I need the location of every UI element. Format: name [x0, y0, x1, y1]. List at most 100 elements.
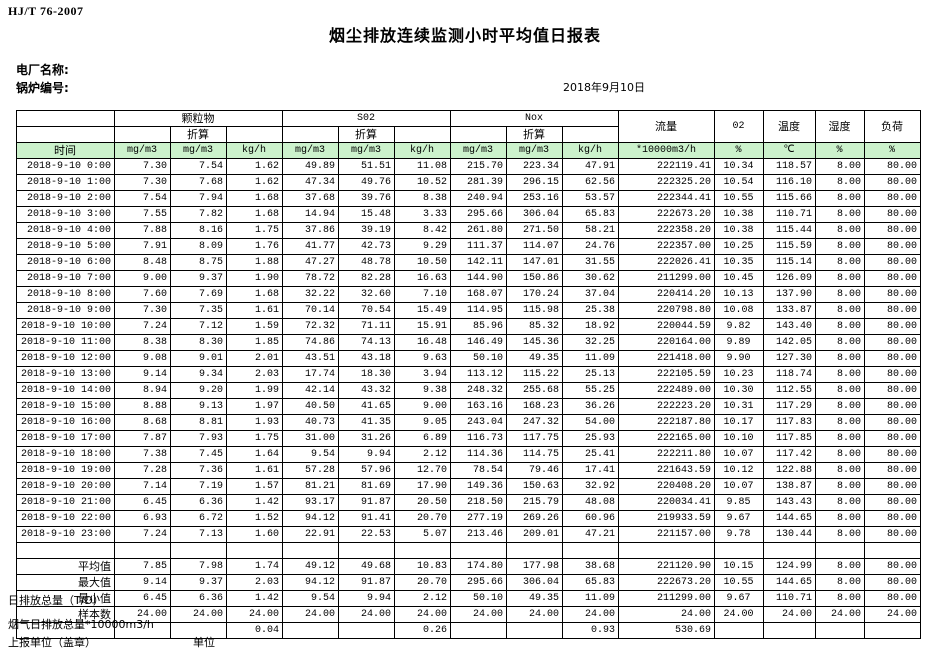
cell-value: 20.70	[393, 574, 452, 591]
column-header-unit: %	[864, 142, 922, 159]
summary-row: 最小值 6.45 6.36 1.42 9.54 9.94 2.12 50.10 49.35 11.…	[16, 590, 922, 607]
cell-value: 211299.00	[618, 590, 716, 607]
table-row: 2018-9-10 0:00 7.30 7.54 1.62 49.89 51.51 11.0…	[16, 158, 922, 175]
group-header-nox: Nox	[450, 110, 620, 127]
cell-value: 133.87	[763, 302, 817, 319]
cell-value: 60.96	[562, 510, 620, 527]
table-row: 2018-9-10 23:00 7.24 7.13 1.60 22.91 22.53 5.0…	[16, 526, 922, 543]
cell-value: 137.90	[763, 286, 817, 303]
cell-value: 150.86	[506, 270, 564, 287]
column-header-unit: kg/h	[226, 142, 283, 159]
cell-value: 7.91	[114, 238, 171, 255]
cell-value: 36.26	[562, 398, 620, 415]
cell-value: 115.44	[763, 222, 817, 239]
cell-value: 6.72	[170, 510, 227, 527]
table-row: 2018-9-10 11:00 8.38 8.30 1.85 74.86 74.13 16.…	[16, 334, 922, 351]
cell-value: 8.00	[815, 206, 866, 223]
table-row: 2018-9-10 19:00 7.28 7.36 1.61 57.28 57.96 12.…	[16, 462, 922, 479]
cell-value: 50.10	[450, 590, 508, 607]
cell-value: 71.11	[338, 318, 395, 335]
cell-value: 10.07	[714, 478, 765, 495]
cell-value: 222325.20	[618, 174, 716, 191]
cell-time: 2018-9-10 5:00	[16, 238, 115, 255]
cell-value: 70.54	[338, 302, 395, 319]
cell-value: 114.36	[450, 446, 508, 463]
cell-value: 143.43	[763, 494, 817, 511]
summary-label: 最大值	[16, 574, 115, 591]
boiler-number-label: 锅炉编号:	[16, 81, 69, 95]
blank-row	[16, 542, 922, 559]
cell-value: 8.00	[815, 462, 866, 479]
cell-time: 2018-9-10 11:00	[16, 334, 115, 351]
cell-value: 8.00	[815, 318, 866, 335]
cell-value: 243.04	[450, 414, 508, 431]
standard-code: HJ/T 76-2007	[8, 4, 84, 18]
cell-value: 9.85	[714, 494, 765, 511]
cell-value: 295.66	[450, 574, 508, 591]
cell-value: 1.60	[226, 526, 283, 543]
cell-value: 48.78	[338, 254, 395, 271]
cell-value: 9.14	[114, 574, 171, 591]
cell-value: 49.76	[338, 174, 395, 191]
cell-value: 10.55	[714, 190, 765, 207]
cell-value: 306.04	[506, 206, 564, 223]
cell-value: 0.93	[562, 622, 620, 639]
cell-value	[815, 622, 866, 639]
cell-value: 62.56	[562, 174, 620, 191]
cell-value: 80.00	[864, 286, 922, 303]
cell-value: 9.82	[714, 318, 765, 335]
cell-value: 168.23	[506, 398, 564, 415]
cell-value: 10.83	[393, 558, 452, 575]
cell-value: 8.16	[170, 222, 227, 239]
cell-value: 8.00	[815, 526, 866, 543]
cell-value: 38.68	[562, 558, 620, 575]
cell-value: 80.00	[864, 206, 922, 223]
cell-value: 6.45	[114, 494, 171, 511]
table-row: 2018-9-10 15:00 8.88 9.13 1.97 40.50 41.65 9.0…	[16, 398, 922, 415]
cell-value: 9.54	[282, 446, 339, 463]
cell-value: 222211.80	[618, 446, 716, 463]
cell-value: 48.08	[562, 494, 620, 511]
cell-value: 8.38	[114, 334, 171, 351]
table-row: 2018-9-10 21:00 6.45 6.36 1.42 93.17 91.87 20.…	[16, 494, 922, 511]
cell-value: 8.00	[815, 446, 866, 463]
cell-value: 220798.80	[618, 302, 716, 319]
cell-value: 8.30	[170, 334, 227, 351]
cell-value: 24.00	[714, 606, 765, 623]
cell-value: 8.00	[815, 430, 866, 447]
cell-value: 25.38	[562, 302, 620, 319]
cell-value: 24.00	[763, 606, 817, 623]
cell-value: 39.19	[338, 222, 395, 239]
cell-value: 7.30	[114, 302, 171, 319]
cell-value: 80.00	[864, 462, 922, 479]
cell-value: 80.00	[864, 590, 922, 607]
cell-blank	[226, 542, 283, 559]
cell-value: 49.89	[282, 158, 339, 175]
cell-value: 9.67	[714, 510, 765, 527]
cell-value: 10.38	[714, 206, 765, 223]
cell-value: 215.70	[450, 158, 508, 175]
cell-value: 117.83	[763, 414, 817, 431]
cell-value: 1.93	[226, 414, 283, 431]
cell-value: 222358.20	[618, 222, 716, 239]
cell-value: 8.00	[815, 270, 866, 287]
cell-value: 8.00	[815, 254, 866, 271]
cell-value: 9.14	[114, 366, 171, 383]
cell-value: 80.00	[864, 414, 922, 431]
cell-value: 80.00	[864, 526, 922, 543]
cell-value: 11.09	[562, 590, 620, 607]
cell-value: 255.68	[506, 382, 564, 399]
cell-value	[864, 622, 922, 639]
cell-value: 16.63	[393, 270, 452, 287]
cell-value: 10.10	[714, 430, 765, 447]
cell-value: 10.34	[714, 158, 765, 175]
cell-value: 114.95	[450, 302, 508, 319]
group-header-cell	[16, 110, 115, 127]
column-header-unit: kg/h	[562, 142, 620, 159]
summary-row: 平均值 7.85 7.98 1.74 49.12 49.68 10.83 174.80 177.…	[16, 558, 922, 575]
cell-value: 269.26	[506, 510, 564, 527]
cell-value: 163.16	[450, 398, 508, 415]
cell-value: 49.68	[338, 558, 395, 575]
cell-value: 32.92	[562, 478, 620, 495]
